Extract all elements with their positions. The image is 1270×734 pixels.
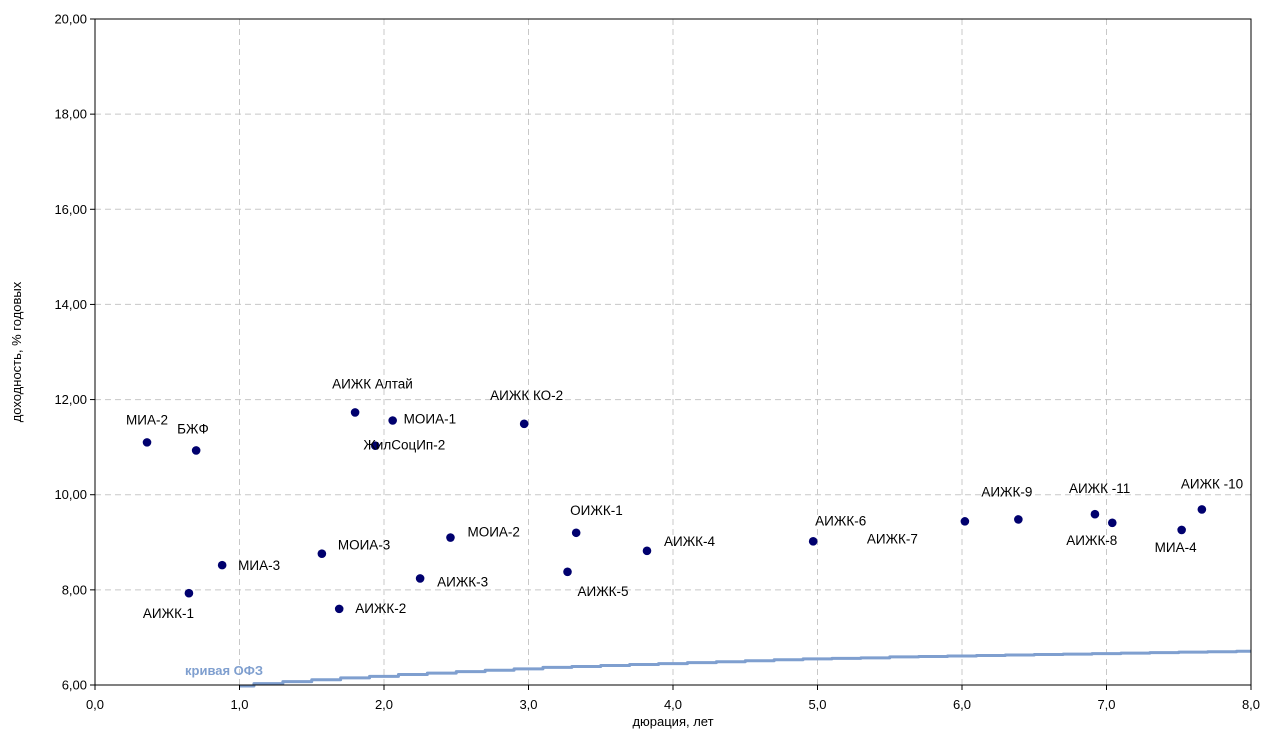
y-tick-label: 8,00 (62, 582, 87, 597)
data-point-label: АИЖК-7 (867, 531, 918, 546)
data-point (960, 517, 970, 526)
data-point-label: МИА-4 (1155, 540, 1197, 555)
data-point-label: МОИА-1 (404, 412, 456, 427)
data-point-label: МИА-2 (126, 412, 168, 427)
data-point (334, 604, 344, 614)
data-point (317, 549, 327, 559)
data-point (519, 419, 529, 429)
data-point-label: АИЖК-8 (1066, 533, 1117, 548)
x-tick-label: 1,0 (230, 697, 248, 712)
data-point (1090, 509, 1100, 519)
x-tick-label: 6,0 (953, 697, 971, 712)
x-tick-label: 8,0 (1242, 697, 1260, 712)
ofz-curve-layer (239, 649, 1251, 688)
data-point-label: АИЖК-4 (664, 534, 716, 549)
x-tick-label: 5,0 (808, 697, 826, 712)
data-point-label: МОИА-2 (467, 525, 519, 540)
x-tick-label: 0,0 (86, 697, 104, 712)
points-layer: МИА-2 БЖФ АИЖК-1 МИА-3 МОИА-3 АИЖК-2 АИЖК Алта… (126, 376, 1243, 621)
y-tick-label: 18,00 (54, 107, 87, 122)
data-point (1107, 518, 1117, 528)
data-point-label: МИА-3 (238, 558, 280, 573)
data-point-label: АИЖК КО-2 (490, 388, 563, 403)
data-point (350, 408, 360, 417)
data-point (1177, 525, 1186, 535)
data-point-label: АИЖК-5 (578, 584, 629, 599)
data-point-label: АИЖК -11 (1069, 481, 1130, 496)
y-tick-label: 16,00 (54, 202, 87, 217)
data-point (217, 560, 227, 570)
data-point (446, 533, 455, 542)
curve-label: кривая ОФЗ (185, 663, 263, 678)
data-point-label: ЖилСоцИп-2 (363, 438, 445, 453)
y-axis-title: доходность, % годовых (9, 281, 24, 422)
data-point (1197, 505, 1207, 514)
y-tick-label: 20,00 (54, 12, 87, 27)
y-tick-label: 14,00 (54, 297, 87, 312)
data-point (184, 588, 194, 598)
data-point (191, 446, 201, 455)
data-point-label: АИЖК -10 (1181, 476, 1243, 491)
data-point-label: АИЖК-3 (437, 574, 488, 589)
data-point (371, 441, 380, 451)
data-point-label: АИЖК-9 (981, 484, 1032, 499)
x-tick-label: 3,0 (519, 697, 537, 712)
y-tick-label: 10,00 (54, 487, 87, 502)
data-point (571, 528, 581, 538)
data-point-label: АИЖК-2 (355, 601, 406, 616)
data-point (1014, 515, 1023, 524)
x-tick-label: 4,0 (664, 697, 682, 712)
axis-ticks: 6,00 8,00 10,00 12,00 14,00 16,00 18,00 20,00 0,… (54, 12, 1260, 713)
data-point-label: ОИЖК-1 (570, 503, 623, 518)
x-tick-label: 7,0 (1097, 697, 1115, 712)
data-point (142, 438, 152, 447)
data-point-label: МОИА-3 (338, 538, 390, 553)
y-tick-label: 6,00 (62, 678, 87, 693)
x-axis-title: дюрация, лет (632, 714, 713, 729)
x-tick-label: 2,0 (375, 697, 393, 712)
data-point-label: БЖФ (177, 421, 209, 436)
data-point (388, 416, 397, 425)
data-point (563, 567, 572, 577)
data-point (808, 537, 818, 546)
data-point-label: АИЖК Алтай (332, 376, 413, 391)
data-point (642, 546, 652, 556)
data-point-label: АИЖК-1 (143, 606, 194, 621)
grid-lines (95, 19, 1251, 685)
data-point-label: АИЖК-6 (815, 513, 866, 528)
data-point (415, 574, 425, 583)
ofz-curve-line (239, 649, 1251, 688)
y-tick-label: 12,00 (54, 392, 87, 407)
